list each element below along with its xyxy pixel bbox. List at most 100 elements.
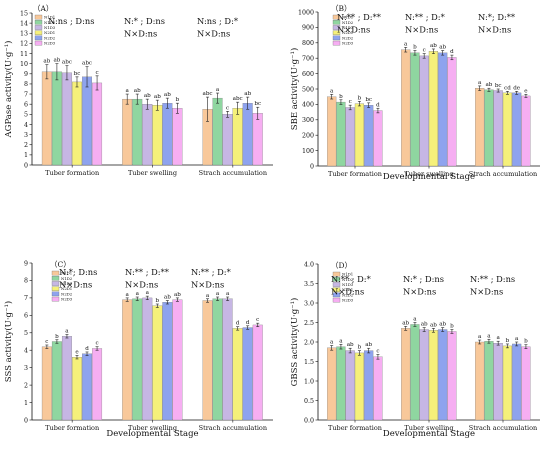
bar-n1d3 xyxy=(345,107,355,167)
bar-n1d2 xyxy=(51,71,62,166)
legend-swatch xyxy=(332,277,341,282)
bar-n2d1 xyxy=(502,92,513,167)
bar-n2d1 xyxy=(232,328,243,421)
stats-annotation: N×D:ns xyxy=(59,280,92,290)
significance-letter: ab xyxy=(43,59,50,65)
bar-n2d2 xyxy=(364,105,374,167)
y-tick-label: 2.0 xyxy=(304,339,314,346)
y-tick-label: 7 xyxy=(24,295,28,302)
x-axis-title: Developmental Stage xyxy=(383,429,475,439)
y-tick-label: 700 xyxy=(302,56,314,63)
y-axis-title: GBSS activity(U·g⁻¹) xyxy=(289,298,300,387)
x-tick-label: Strach accumulation xyxy=(199,169,267,177)
panel-label: （C） xyxy=(50,260,71,269)
bar-n2d2 xyxy=(512,92,522,167)
significance-letter: a xyxy=(515,336,519,342)
significance-letter: a xyxy=(206,293,210,299)
y-tick-label: 7 xyxy=(24,91,28,98)
legend-entry: N1D3 xyxy=(342,25,354,30)
bar-n2d3 xyxy=(521,95,531,167)
y-tick-label: 3 xyxy=(24,132,28,139)
y-tick-label: 0 xyxy=(310,163,314,170)
chart-panel-2: 0 100 200 300 400 500 600 700 800 900 1000 SBE acti… xyxy=(289,4,540,182)
legend-swatch xyxy=(34,30,43,35)
bar-n2d3 xyxy=(447,331,457,421)
bar-n1d2 xyxy=(212,97,223,166)
bar-n1d3 xyxy=(61,336,72,421)
stats-annotation: N:** ; D:* xyxy=(191,267,232,277)
legend-swatch xyxy=(34,25,43,30)
bar-n1d3 xyxy=(345,350,355,421)
y-tick-label: 500 xyxy=(302,86,314,93)
y-axis-title: AGPase activity(U·g⁻¹) xyxy=(3,41,14,139)
bar-n2d3 xyxy=(373,356,383,421)
bar-n1d3 xyxy=(142,297,153,421)
significance-letter: c xyxy=(226,105,229,111)
significance-letter: bc xyxy=(74,71,81,77)
y-tick-label: 1 xyxy=(24,400,28,407)
legend-entry: N1D2 xyxy=(44,20,56,25)
legend-entry: N1D3 xyxy=(44,25,56,30)
significance-letter: a xyxy=(216,87,220,93)
x-tick-label: Strach accumulation xyxy=(199,424,267,432)
legend-entry: N1D2 xyxy=(342,20,354,25)
y-tick-label: 2.5 xyxy=(304,320,314,327)
bar-n2d2 xyxy=(438,52,448,167)
bar-n2d1 xyxy=(502,345,513,421)
y-tick-label: 15 xyxy=(20,10,28,17)
y-tick-label: 0.5 xyxy=(304,398,314,405)
bar-n1d3 xyxy=(419,329,429,421)
bar-n2d2 xyxy=(242,103,253,166)
significance-letter: b xyxy=(413,45,417,51)
legend-entry: N2D1 xyxy=(44,30,55,35)
stats-annotation: N:** ; D:** xyxy=(125,267,170,277)
significance-letter: ab xyxy=(164,92,171,98)
significance-letter: a xyxy=(404,41,408,47)
bar-n1d3 xyxy=(61,72,72,166)
bar-n1d3 xyxy=(222,298,233,421)
bar-n2d2 xyxy=(82,76,93,166)
bar-n1d1 xyxy=(41,71,52,166)
bar-n2d3 xyxy=(373,110,383,167)
y-tick-label: 0 xyxy=(24,417,28,424)
legend-entry: N2D3 xyxy=(61,297,73,302)
significance-letter: a xyxy=(487,333,491,339)
significance-letter: ab xyxy=(430,43,437,49)
significance-letter: ab xyxy=(421,322,428,328)
x-axis-title: Developmental Stage xyxy=(106,429,198,439)
stats-annotation: N:ns ; D:ns xyxy=(48,16,94,26)
x-tick-label: Tuber swelling xyxy=(128,169,177,177)
significance-letter: abc xyxy=(202,91,212,97)
bar-n2d1 xyxy=(152,305,163,421)
y-tick-label: 6 xyxy=(24,313,28,320)
significance-letter: a xyxy=(478,334,482,340)
legend-swatch xyxy=(332,14,341,20)
x-tick-label: Tuber formation xyxy=(45,169,99,177)
panel-label: （B） xyxy=(331,4,352,13)
stats-annotation: N×D:ns xyxy=(405,25,438,35)
legend-swatch xyxy=(332,30,341,35)
bar-n2d1 xyxy=(354,103,365,167)
y-tick-label: 400 xyxy=(302,102,314,109)
bar-n1d1 xyxy=(122,299,133,421)
chart-panel-4: 0.0 0.5 1.0 1.5 2.0 2.5 3.0 3.5 4.0 GBSS activity… xyxy=(289,261,540,439)
stats-annotation: N×D:ns xyxy=(197,29,230,39)
bar-n1d2 xyxy=(484,341,494,421)
significance-letter: b xyxy=(506,338,510,344)
significance-letter: ab xyxy=(144,93,151,99)
legend-entry: N2D2 xyxy=(342,292,354,297)
legend-entry: N1D3 xyxy=(61,281,73,286)
bar-n2d2 xyxy=(364,350,374,421)
legend-entry: N2D3 xyxy=(342,41,354,46)
bar-n1d1 xyxy=(202,300,213,421)
significance-letter: b xyxy=(358,95,362,101)
significance-letter: ab xyxy=(164,295,171,301)
significance-letter: d xyxy=(246,320,250,326)
bar-n1d3 xyxy=(493,90,503,167)
stats-annotation: N×D:ns xyxy=(337,25,370,35)
legend-swatch xyxy=(332,287,341,292)
bar-n2d2 xyxy=(82,353,93,421)
significance-letter: c xyxy=(423,48,426,54)
significance-letter: a xyxy=(65,329,69,335)
legend-swatch xyxy=(51,286,60,291)
